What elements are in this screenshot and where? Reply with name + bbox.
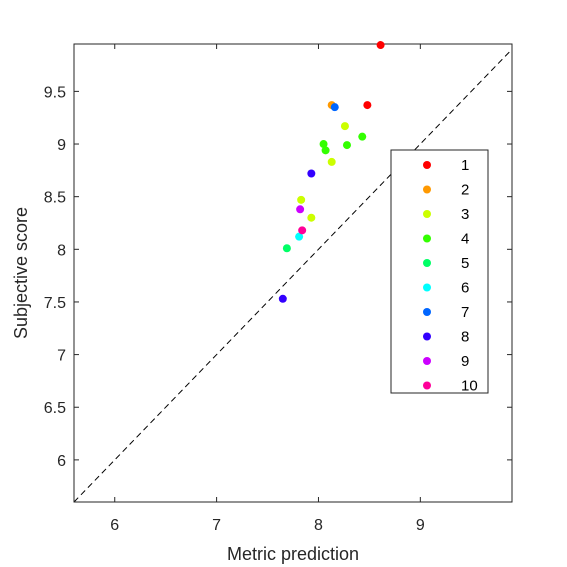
data-points — [278, 41, 385, 303]
y-tick-label: 7 — [57, 348, 66, 365]
data-point-series-4 — [358, 132, 367, 141]
axes-box — [73, 43, 513, 503]
y-tick-label: 6 — [57, 453, 66, 470]
x-tick-label: 8 — [314, 517, 323, 534]
x-axis-title: Metric prediction — [227, 544, 359, 564]
data-point-series-4 — [319, 140, 328, 149]
data-point-series-4 — [342, 141, 351, 150]
plot-area — [73, 43, 513, 503]
reference-line — [73, 48, 513, 503]
legend-label: 10 — [461, 378, 478, 395]
axis-ticks: 6 7 8 9 6 6.5 7 7.5 8 8.5 9 9.5 — [44, 44, 512, 534]
legend-label: 2 — [461, 182, 469, 199]
data-point-series-3 — [307, 213, 316, 222]
legend-label: 6 — [461, 280, 469, 297]
y-tick-label: 8 — [57, 242, 66, 259]
y-tick-label: 8.5 — [44, 190, 66, 207]
legend-marker — [423, 283, 431, 292]
data-point-series-1 — [376, 41, 385, 50]
legend-box — [390, 149, 489, 394]
x-tick-label: 9 — [416, 517, 425, 534]
y-axis-title: Subjective score — [11, 207, 31, 339]
legend-marker — [423, 381, 431, 390]
legend-label: 1 — [461, 157, 469, 174]
legend-marker — [423, 185, 431, 194]
legend-label: 9 — [461, 353, 469, 370]
data-point-series-3 — [340, 122, 349, 131]
legend-marker — [423, 210, 431, 218]
x-tick-label: 6 — [110, 517, 119, 534]
data-point-series-3 — [297, 195, 306, 204]
legend: 1 2 3 4 5 6 7 8 9 10 — [390, 149, 489, 395]
data-point-series-3 — [327, 157, 336, 166]
data-point-series-7 — [330, 103, 339, 112]
data-point-series-8 — [307, 169, 316, 178]
legend-label: 8 — [461, 329, 469, 346]
x-tick-label: 7 — [212, 517, 221, 534]
data-point-series-10 — [298, 226, 307, 235]
legend-label: 5 — [461, 255, 469, 272]
data-point-series-5 — [282, 244, 291, 253]
y-tick-label: 9.5 — [44, 84, 66, 101]
data-point-series-4 — [321, 146, 330, 155]
legend-label: 3 — [461, 206, 469, 223]
legend-marker — [423, 332, 431, 341]
legend-marker — [423, 161, 431, 169]
data-point-series-9 — [296, 205, 305, 214]
y-tick-label: 6.5 — [44, 400, 66, 417]
legend-marker — [423, 308, 431, 316]
legend-marker — [423, 357, 431, 365]
legend-label: 7 — [461, 304, 469, 321]
legend-marker — [423, 259, 431, 267]
y-tick-label: 7.5 — [44, 295, 66, 312]
legend-label: 4 — [461, 231, 469, 248]
data-point-series-6 — [295, 232, 304, 241]
y-tick-label: 9 — [57, 137, 66, 154]
data-point-series-8 — [278, 294, 287, 303]
legend-marker — [423, 234, 431, 243]
data-point-series-1 — [363, 101, 372, 110]
